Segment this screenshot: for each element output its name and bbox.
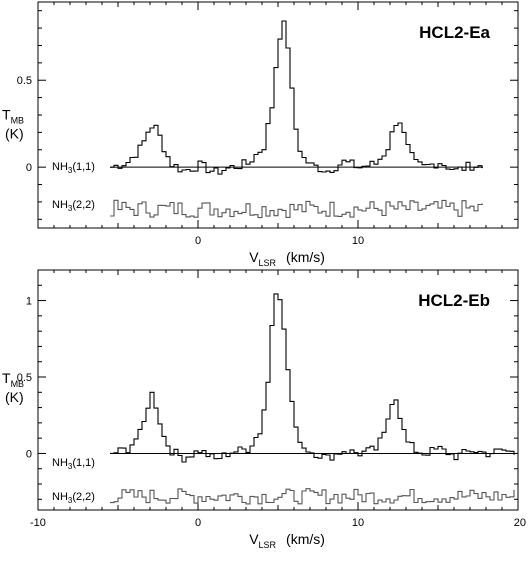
y-tick-label: 0.5	[17, 372, 32, 384]
x-tick-label: 0	[195, 517, 201, 529]
x-axis-label: VLSR (km/s)	[249, 531, 325, 550]
y-axis-units: (K)	[5, 126, 24, 142]
x-tick-label: 10	[352, 517, 364, 529]
panel-title: HCL2-Ea	[419, 23, 490, 42]
x-axis-label: VLSR (km/s)	[249, 249, 325, 268]
y-tick-label: 0.5	[17, 75, 32, 87]
chart-panel-2: -10 0 10 20 0 0.5 1 HCL2-Eb TMB(K) VLSR (km/s) NH3(…	[2, 269, 526, 550]
x-tick-label: 0	[195, 235, 201, 247]
x-tick-label: 20	[514, 517, 526, 529]
series-nh3-22-line	[110, 199, 483, 219]
series-nh3-11-line	[110, 20, 483, 175]
chart-panel-1: 0 10 0 0.5 HCL2-Ea TMB(K) VLSR (km/s) NH3(1,1) NH…	[2, 1, 519, 268]
y-axis-label: TMB	[2, 107, 24, 126]
y-axis-units: (K)	[5, 389, 24, 405]
y-axis-label: TMB	[2, 370, 24, 389]
series-label: NH3(1,1)	[52, 161, 95, 175]
x-tick-label: -10	[30, 517, 46, 529]
series-label: NH3(1,1)	[52, 457, 95, 471]
panel-title: HCL2-Eb	[418, 291, 490, 310]
series-nh3-11-line	[110, 293, 515, 463]
y-tick-label: 0	[26, 448, 32, 460]
series-nh3-22-line	[110, 488, 515, 505]
series-label: NH3(2,2)	[52, 491, 95, 505]
x-tick-label: 10	[352, 235, 364, 247]
series-label: NH3(2,2)	[52, 199, 95, 213]
y-tick-label: 1	[26, 296, 32, 308]
y-tick-label: 0	[26, 162, 32, 174]
